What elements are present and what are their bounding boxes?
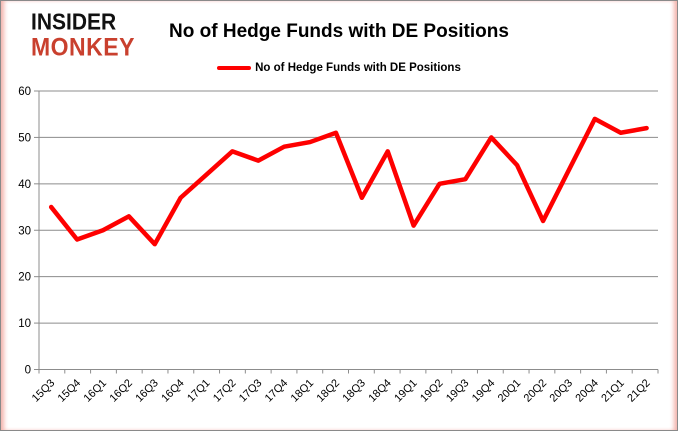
logo-text-insider: INSIDER [31, 9, 117, 36]
x-axis-label: 19Q2 [418, 377, 446, 405]
x-axis-label: 18Q3 [340, 377, 368, 405]
legend: No of Hedge Funds with DE Positions [1, 62, 677, 74]
series-line [48, 116, 649, 247]
y-axis-label: 20 [18, 272, 31, 284]
x-axis-label: 16Q3 [133, 377, 161, 405]
x-axis-label: 19Q3 [444, 377, 472, 405]
x-axis-label: 20Q1 [496, 377, 524, 405]
x-axis-label: 18Q4 [366, 377, 394, 405]
y-axis-label: 10 [18, 318, 31, 330]
y-axis-label: 60 [18, 86, 31, 98]
x-axis-label: 17Q2 [211, 377, 239, 405]
x-axis-label: 16Q4 [159, 377, 187, 405]
x-axis-label: 19Q1 [392, 377, 420, 405]
legend-line-swatch [217, 66, 252, 70]
page-title: No of Hedge Funds with DE Positions [169, 21, 509, 42]
x-axis-label: 17Q4 [263, 377, 291, 405]
x-axis-label: 20Q3 [548, 377, 576, 405]
insider-monkey-logo: INSIDER MONKEY [31, 9, 135, 62]
x-axis-label: 18Q2 [315, 377, 343, 405]
x-axis-label: 19Q4 [470, 377, 498, 405]
y-axis-label: 30 [18, 225, 31, 237]
x-axis-label: 16Q1 [82, 377, 110, 405]
y-axis-label: 50 [18, 132, 31, 144]
y-axis-label: 0 [25, 365, 31, 377]
y-axis-label: 40 [18, 179, 31, 191]
x-axis-label: 15Q4 [56, 377, 84, 405]
x-axis-label: 16Q2 [107, 377, 135, 405]
x-axis-label: 17Q1 [185, 377, 213, 405]
x-axis-label: 18Q1 [289, 377, 317, 405]
x-axis-label: 21Q1 [599, 377, 627, 405]
x-axis-label: 20Q2 [522, 377, 550, 405]
x-axis-label: 20Q4 [573, 377, 601, 405]
x-axis-label: 21Q2 [625, 377, 653, 405]
x-axis-label: 15Q3 [30, 377, 58, 405]
legend-label: No of Hedge Funds with DE Positions [255, 62, 461, 74]
x-axis-label: 17Q3 [237, 377, 265, 405]
logo-text-monkey: MONKEY [31, 32, 135, 62]
